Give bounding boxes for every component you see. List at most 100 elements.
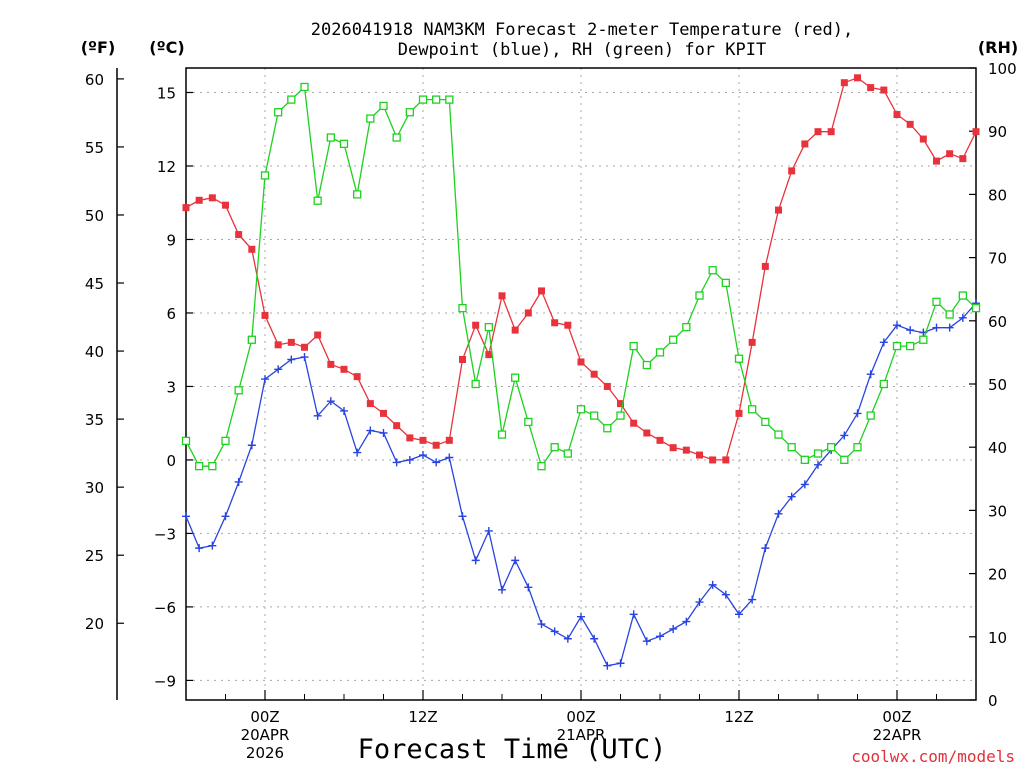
2-meter-temperature-point <box>511 326 519 334</box>
relative-humidity-point <box>721 278 730 288</box>
time-tick-label: 00Z <box>250 708 279 726</box>
rh-tick-label: 100 <box>988 60 1017 78</box>
2-meter-temperature-point <box>906 120 914 128</box>
fahrenheit-tick-label: 50 <box>85 207 104 225</box>
rh-unit-label: (RH) <box>978 38 1018 57</box>
dewpoint-point <box>458 512 467 521</box>
relative-humidity-point <box>405 108 414 117</box>
relative-humidity-point <box>840 455 849 464</box>
relative-humidity-point <box>906 341 915 351</box>
dewpoint-point <box>721 590 730 599</box>
time-tick-label: 21APR <box>557 726 606 744</box>
relative-humidity-point <box>576 405 586 414</box>
dewpoint-point <box>761 544 770 553</box>
relative-humidity-point <box>800 455 809 464</box>
2-meter-temperature-point <box>775 206 782 214</box>
relative-humidity-point <box>195 462 204 471</box>
relative-humidity-point <box>260 171 270 180</box>
2-meter-temperature-point <box>761 262 769 270</box>
fahrenheit-tick-label: 20 <box>85 615 104 633</box>
2-meter-temperature-point <box>656 436 664 444</box>
dewpoint-point <box>550 627 559 636</box>
time-tick-label: 2026 <box>246 744 284 762</box>
relative-humidity-point <box>339 139 349 148</box>
relative-humidity-point <box>353 190 362 199</box>
rh-axis: 0 10 20 30 40 50 60 70 80 90 100 <box>969 60 1017 710</box>
relative-humidity-point <box>458 304 467 313</box>
dewpoint-point <box>313 411 322 420</box>
relative-humidity-point <box>774 430 783 439</box>
2-meter-temperature-point <box>432 441 440 449</box>
rh-tick-label: 50 <box>988 376 1007 394</box>
dewpoint-point <box>708 580 717 589</box>
2-meter-temperature-point <box>340 365 348 373</box>
dewpoint-point <box>182 512 190 521</box>
dewpoint-point <box>577 612 585 621</box>
dewpoint-point <box>498 585 506 594</box>
relative-humidity-point <box>563 449 572 458</box>
2-meter-temperature-point <box>590 370 598 378</box>
2-meter-temperature-point <box>406 434 414 442</box>
celsius-tick-label: 12 <box>157 158 176 176</box>
dewpoint-point <box>682 617 691 626</box>
relative-humidity-point <box>418 95 428 104</box>
2-meter-temperature-point <box>301 343 308 351</box>
dewpoint-point <box>484 526 493 535</box>
dewpoint-point <box>287 355 296 364</box>
relative-humidity-point <box>919 335 928 344</box>
2-meter-temperature-point <box>748 338 756 346</box>
2-meter-temperature-point <box>445 436 453 444</box>
2-meter-temperature-point <box>893 111 901 119</box>
dewpoint-point <box>879 338 888 347</box>
2-meter-temperature-point <box>630 419 638 427</box>
relative-humidity-point <box>208 462 217 471</box>
relative-humidity-point <box>879 379 888 389</box>
dewpoint-point <box>814 460 822 469</box>
rh-tick-label: 20 <box>988 566 1007 584</box>
relative-humidity-point <box>181 436 191 446</box>
2-meter-temperature-point <box>419 436 427 444</box>
2-meter-temperature-point <box>946 150 954 158</box>
2-meter-temperature-point <box>840 79 848 87</box>
dewpoint-point <box>445 453 454 462</box>
dewpoint-point <box>669 624 678 633</box>
dewpoint-point <box>419 451 427 460</box>
2-meter-temperature-point <box>353 373 361 381</box>
fahrenheit-tick-label: 25 <box>85 547 104 565</box>
series-layer <box>181 74 981 670</box>
dewpoint-point <box>656 632 664 641</box>
relative-humidity-point <box>221 436 230 446</box>
2-meter-temperature-point <box>919 135 927 143</box>
relative-humidity-point <box>366 114 375 123</box>
2-meter-temperature-point <box>366 400 374 408</box>
celsius-tick-label: 6 <box>166 305 176 323</box>
dewpoint-point <box>853 409 862 418</box>
dewpoint-point <box>735 610 743 619</box>
2-meter-temperature-point <box>459 356 466 364</box>
celsius-tick-label: −3 <box>154 525 176 543</box>
2-meter-temperature-point <box>735 409 743 417</box>
dewpoint-point <box>208 541 217 550</box>
dewpoint-point <box>774 509 783 518</box>
2-meter-temperature-point <box>603 382 611 390</box>
relative-humidity-point <box>287 95 296 104</box>
relative-humidity-point <box>590 411 599 420</box>
time-tick-label: 00Z <box>882 708 911 726</box>
celsius-tick-label: 0 <box>166 452 176 470</box>
celsius-tick-label: −9 <box>154 672 176 690</box>
dewpoint-point <box>616 659 625 668</box>
dewpoint-point <box>590 634 599 643</box>
relative-humidity-point <box>708 266 717 275</box>
dewpoint-point <box>524 583 533 592</box>
chart-title-line1: 2026041918 NAM3KM Forecast 2-meter Tempe… <box>311 20 853 40</box>
rh-tick-label: 90 <box>988 123 1007 141</box>
dewpoint-point <box>432 458 441 467</box>
fahrenheit-axis: 20 25 30 35 40 45 50 55 60 <box>85 71 124 633</box>
time-tick-label: 22APR <box>873 726 922 744</box>
dewpoint-point <box>642 637 651 646</box>
2-meter-temperature-series <box>182 74 980 464</box>
rh-tick-label: 70 <box>988 250 1007 268</box>
dewpoint-point <box>958 313 967 322</box>
fahrenheit-tick-label: 55 <box>85 139 104 157</box>
